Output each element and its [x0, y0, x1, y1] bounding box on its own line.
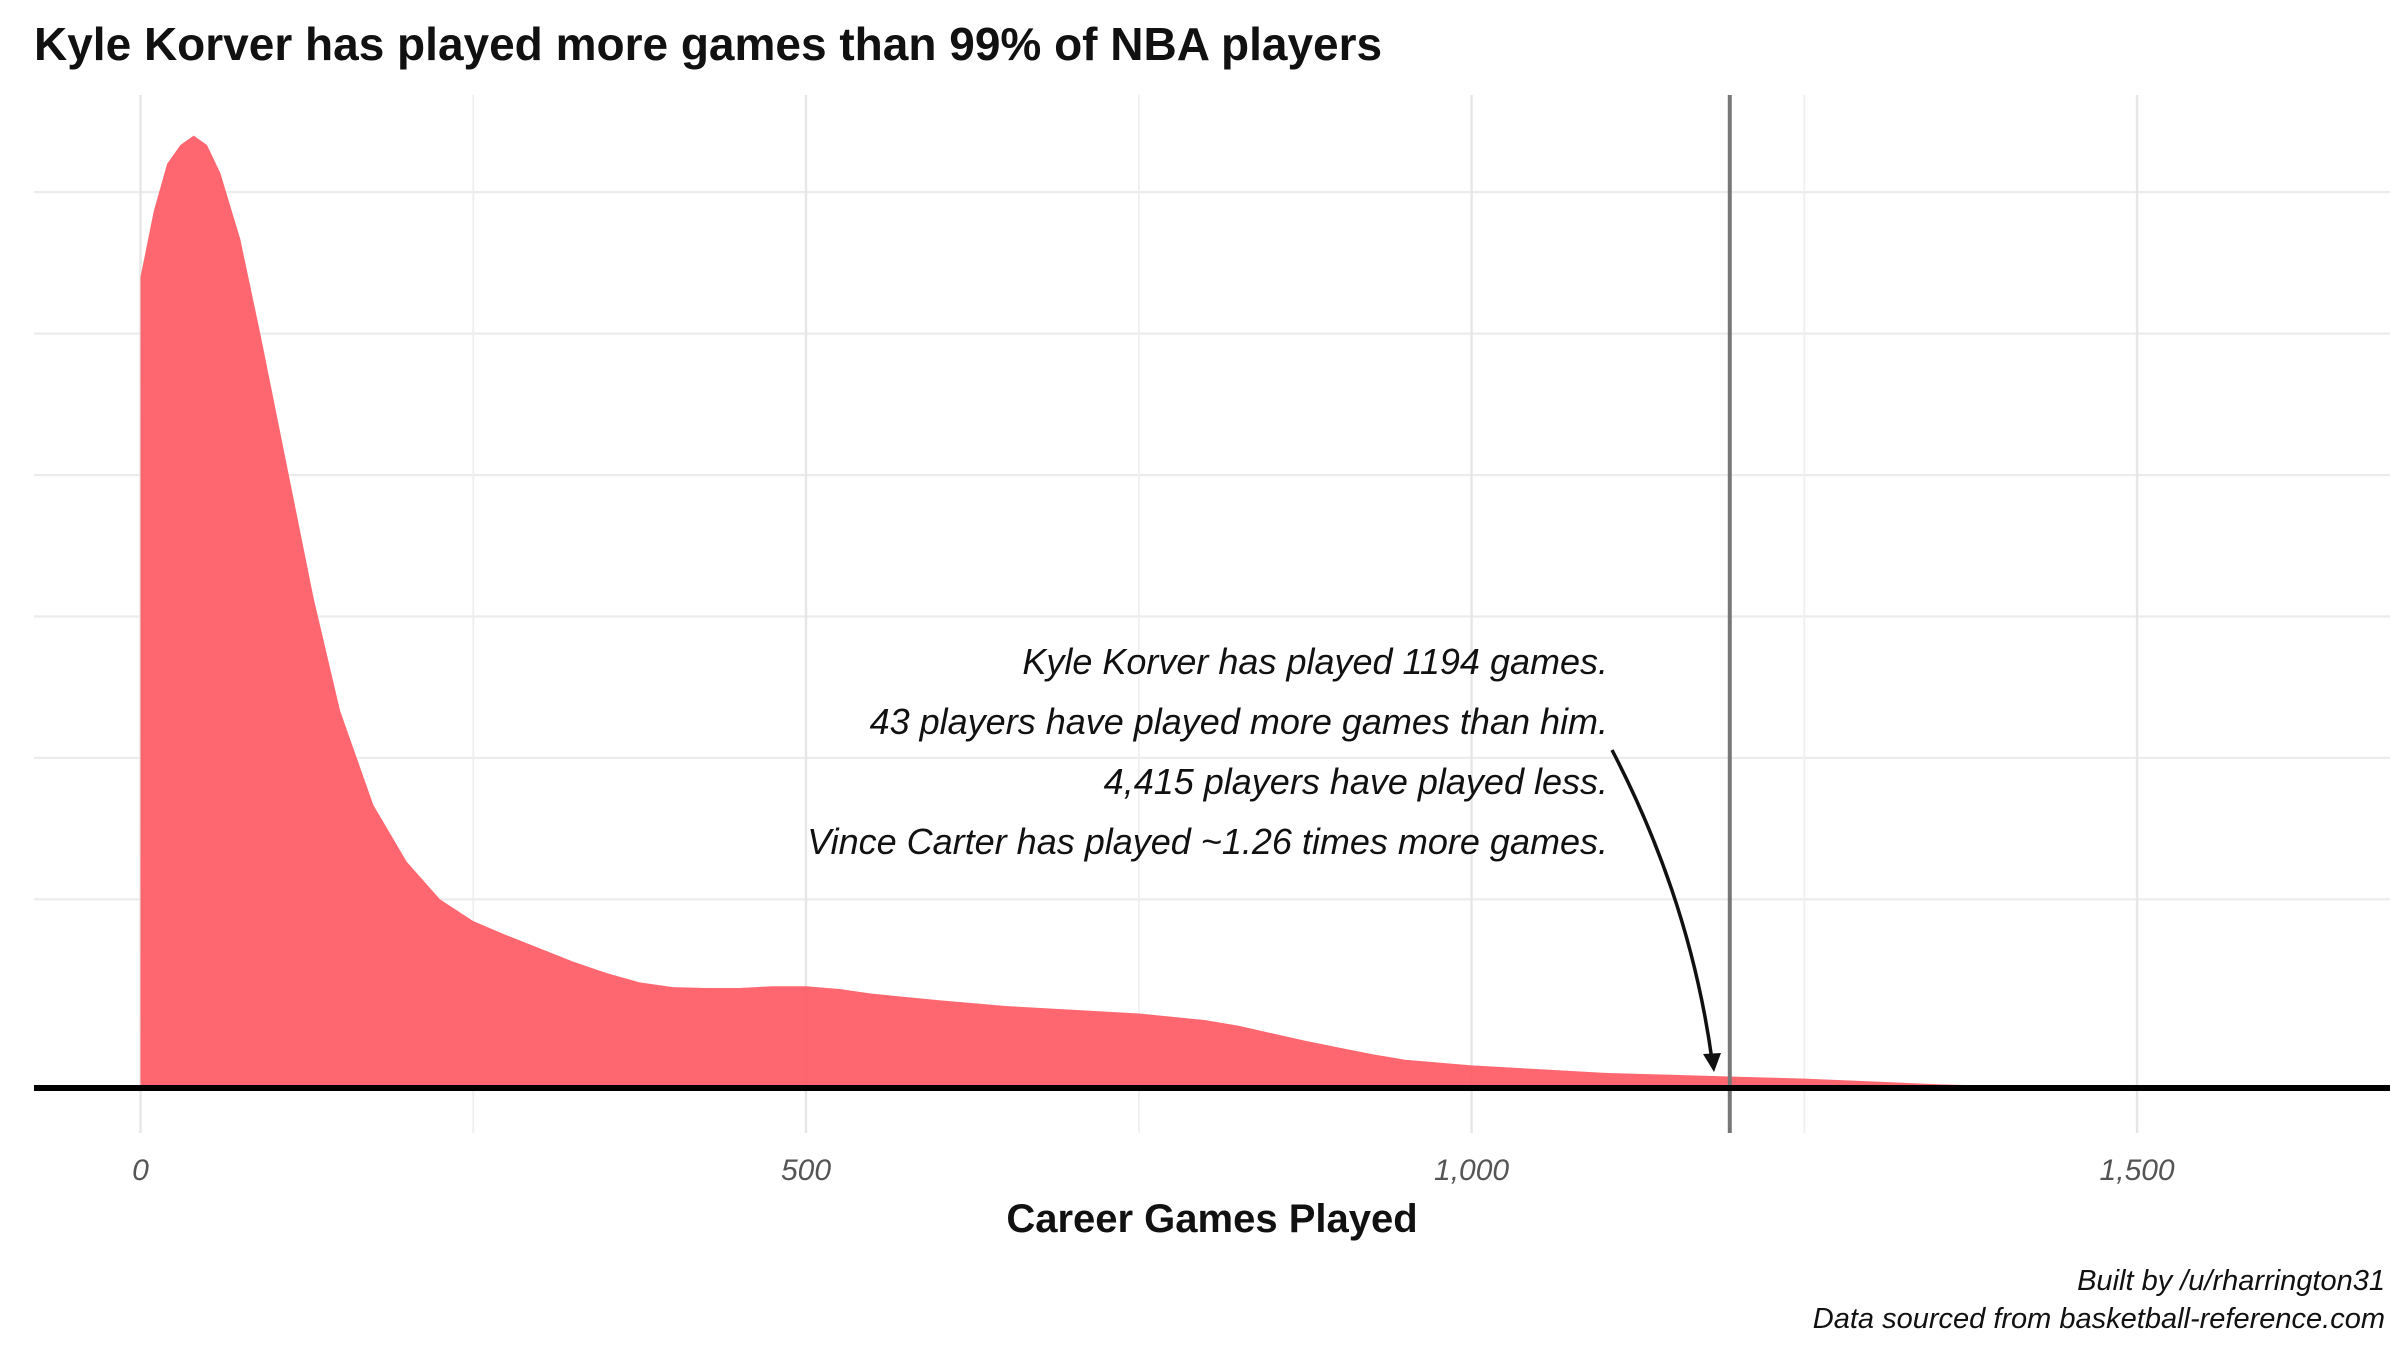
x-tick-labels: 0 500 1,000 1,500 [132, 1154, 2175, 1187]
x-axis-label: Career Games Played [1006, 1197, 1417, 1241]
chart-title: Kyle Korver has played more games than 9… [34, 18, 1382, 70]
arrowhead [1703, 1053, 1721, 1072]
x-tick-label: 500 [781, 1154, 831, 1187]
annotation-line: Kyle Korver has played 1194 games. [1022, 641, 1608, 682]
annotation-arrow [1610, 749, 1714, 1061]
caption-line: Data sourced from basketball-reference.c… [1813, 1303, 2385, 1335]
x-tick-label: 1,000 [1434, 1154, 1509, 1187]
annotation-line: 43 players have played more games than h… [870, 701, 1608, 742]
x-tick-label: 0 [132, 1154, 149, 1187]
density-area [140, 135, 2391, 1089]
caption-line: Built by /u/rharrington31 [2077, 1265, 2385, 1297]
annotation-line: 4,415 players have played less. [1104, 761, 1608, 802]
x-tick-label: 1,500 [2100, 1154, 2175, 1187]
annotation-line: Vince Carter has played ~1.26 times more… [807, 821, 1608, 862]
annotation: Kyle Korver has played 1194 games. 43 pl… [807, 641, 1608, 862]
grid [34, 95, 2390, 1133]
